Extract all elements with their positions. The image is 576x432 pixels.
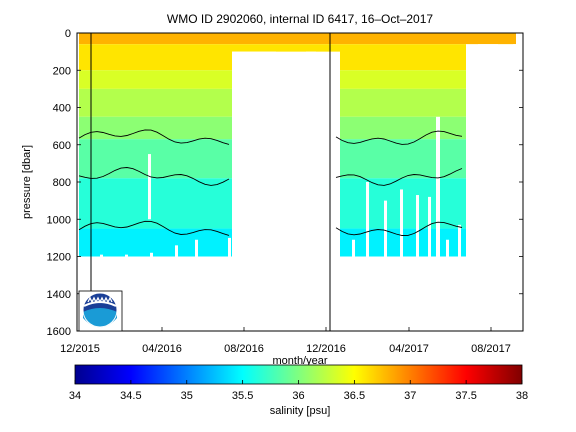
y-tick-label: 1200 xyxy=(47,252,71,264)
y-tick-label: 400 xyxy=(53,103,71,115)
data-gap xyxy=(125,254,128,331)
y-tick-label: 800 xyxy=(53,177,71,189)
contour-line xyxy=(78,129,230,145)
contour-line xyxy=(335,168,463,186)
colorbar-tick-label: 36 xyxy=(292,390,304,402)
chart-title: WMO ID 2902060, internal ID 6417, 16–Oct… xyxy=(167,12,433,26)
colorbar-tick-label: 38 xyxy=(516,390,528,402)
data-gap xyxy=(232,51,340,331)
data-gap xyxy=(228,237,231,331)
data-gap xyxy=(458,224,461,331)
colorbar-ticks: 34 34.5 35 35.5 36 36.5 37 37.5 38 xyxy=(69,380,528,402)
x-tick-label: 04/2017 xyxy=(389,343,429,355)
colorbar-tick-label: 37.5 xyxy=(455,390,476,402)
data-gap xyxy=(148,154,151,220)
colorbar-tick-label: 34.5 xyxy=(120,390,141,402)
colorbar-tick-label: 35.5 xyxy=(232,390,253,402)
colorbar-label: salinity [psu] xyxy=(270,405,331,417)
data-gap xyxy=(428,196,431,331)
vertical-markers xyxy=(90,33,331,331)
contour-line xyxy=(335,221,463,236)
noaa-logo xyxy=(78,290,123,332)
data-gap xyxy=(400,189,403,331)
data-gap xyxy=(366,182,369,331)
y-tick-label: 1400 xyxy=(47,289,71,301)
y-tick-label: 0 xyxy=(65,28,71,40)
x-tick-label: 12/2015 xyxy=(60,343,100,355)
colorbar-tick-label: 37 xyxy=(404,390,416,402)
contour-line xyxy=(78,220,230,236)
data-gap xyxy=(446,239,449,331)
y-tick-label: 600 xyxy=(53,140,71,152)
data-gap xyxy=(384,200,387,331)
data-gap xyxy=(466,44,523,331)
data-gap xyxy=(436,116,440,331)
data-gap xyxy=(150,252,153,331)
x-tick-label: 08/2016 xyxy=(224,343,264,355)
data-gaps xyxy=(100,33,523,331)
x-axis-ticks: 12/2015 04/2016 08/2016 12/2016 04/2017 08/20… xyxy=(60,327,511,355)
colorbar-tick-label: 34 xyxy=(69,390,81,402)
y-tick-label: 200 xyxy=(53,65,71,77)
data-gap xyxy=(352,239,355,331)
contour-line xyxy=(78,167,230,186)
plot-area xyxy=(78,33,523,331)
colorbar-tick-label: 35 xyxy=(181,390,193,402)
y-tick-label: 1600 xyxy=(47,326,71,338)
contour-line xyxy=(335,130,463,145)
x-tick-label: 08/2017 xyxy=(471,343,511,355)
salinity-contours xyxy=(78,129,463,236)
y-tick-label: 1000 xyxy=(47,214,71,226)
y-axis-ticks: 0 200 400 600 800 1000 1200 1400 1600 xyxy=(47,28,523,338)
data-gap xyxy=(195,239,198,331)
data-gap xyxy=(175,245,178,331)
x-axis-label: month/year xyxy=(272,355,327,367)
salinity-layer xyxy=(79,33,516,45)
y-axis-label: pressure [dbar] xyxy=(21,145,33,219)
x-tick-label: 04/2016 xyxy=(142,343,182,355)
data-gap xyxy=(416,195,419,331)
colorbar-tick-label: 36.5 xyxy=(344,390,365,402)
x-tick-label: 12/2016 xyxy=(306,343,346,355)
